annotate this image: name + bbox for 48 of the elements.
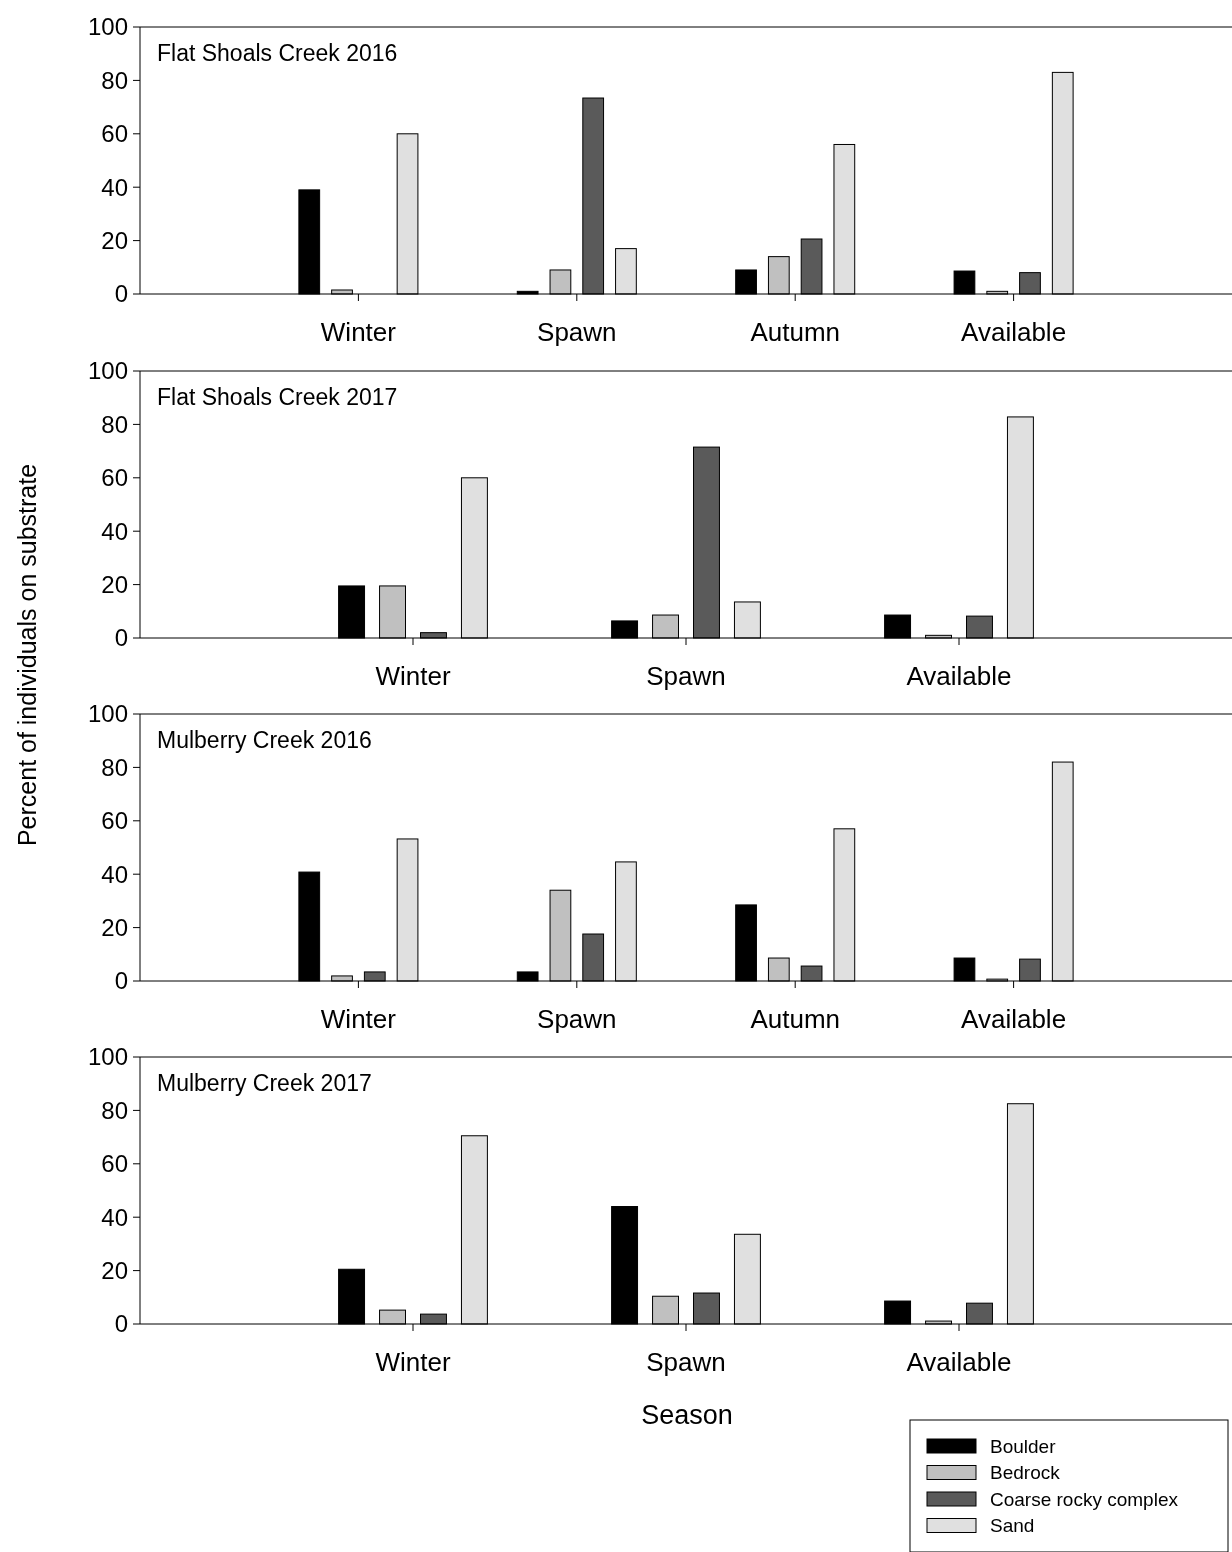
y-tick-label: 40 (101, 517, 128, 545)
text: Mulberry Creek 2017 (157, 1070, 372, 1096)
x-tick-label: Available (906, 661, 1012, 691)
legend-label: Coarse rocky complex (990, 1488, 1179, 1510)
y-axis-title: Percent of individuals on substrate (13, 463, 41, 847)
y-tick-label: 0 (114, 1310, 128, 1338)
y-tick-label: 0 (114, 967, 128, 995)
y-tick-label: 80 (101, 1096, 128, 1124)
x-axis-title: Season (641, 1400, 733, 1430)
x-tick-label: Winter (375, 661, 451, 691)
x-tick-label: Available (906, 1347, 1012, 1377)
x-tick-label: Autumn (750, 317, 840, 347)
y-tick-label: 0 (114, 280, 128, 308)
y-tick-label: 20 (101, 571, 128, 598)
y-tick-label: 60 (101, 120, 128, 148)
legend-label: Sand (990, 1515, 1035, 1537)
y-tick-label: 0 (114, 624, 128, 652)
y-tick-label: 100 (87, 357, 128, 385)
y-tick-label: 100 (87, 13, 128, 41)
y-tick-label: 40 (101, 1203, 128, 1231)
x-tick-label: Available (961, 317, 1067, 347)
x-tick-label: Winter (320, 1004, 397, 1034)
x-tick-label: Spawn (537, 1004, 617, 1034)
x-tick-label: Spawn (646, 1347, 726, 1377)
x-tick-label: Winter (320, 317, 397, 347)
y-tick-label: 100 (87, 700, 128, 728)
y-tick-label: 80 (101, 410, 128, 438)
y-tick-label: 60 (101, 1150, 128, 1178)
x-tick-label: Available (961, 1004, 1067, 1034)
legend-label: Bedrock (990, 1462, 1061, 1484)
x-tick-label: Spawn (537, 317, 617, 347)
y-tick-label: 40 (101, 173, 128, 201)
y-tick-label: 60 (101, 807, 128, 835)
x-tick-label: Winter (375, 1347, 451, 1377)
y-tick-label: 20 (101, 1257, 128, 1284)
text: Mulberry Creek 2016 (157, 727, 372, 753)
y-tick-label: 100 (87, 1043, 128, 1071)
y-tick-label: 80 (101, 66, 128, 94)
x-tick-label: Autumn (750, 1004, 840, 1034)
x-tick-label: Spawn (646, 661, 726, 691)
y-tick-label: 80 (101, 753, 128, 781)
text: Flat Shoals Creek 2017 (157, 384, 398, 410)
y-tick-label: 20 (101, 914, 128, 941)
y-tick-label: 20 (101, 227, 128, 254)
y-tick-label: 60 (101, 464, 128, 492)
text: Flat Shoals Creek 2016 (157, 40, 398, 66)
y-tick-label: 40 (101, 860, 128, 888)
legend-label: Boulder (990, 1435, 1057, 1457)
